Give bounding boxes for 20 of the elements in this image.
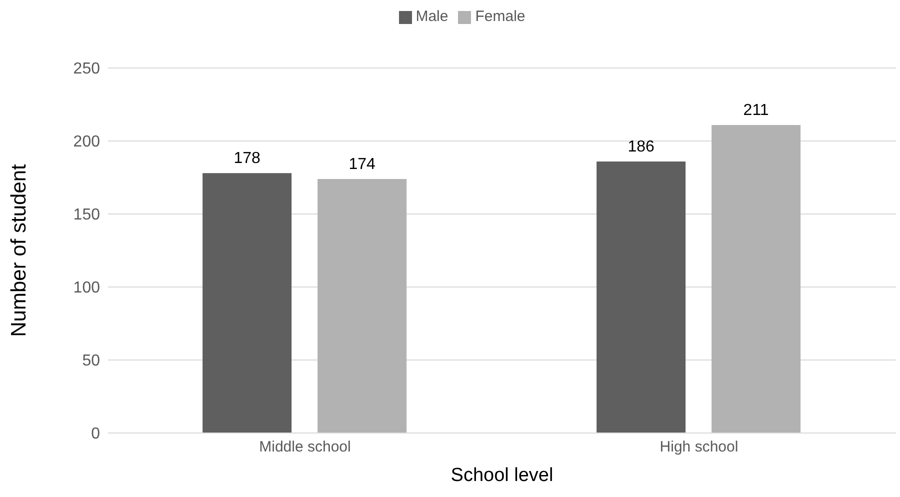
x-tick-label: High school [660, 438, 738, 456]
y-axis-title: Number of student [7, 164, 30, 337]
bar [596, 161, 686, 433]
legend-label: Male [416, 8, 448, 25]
y-tick-label: 150 [73, 206, 100, 224]
y-tick-label: 50 [82, 352, 100, 370]
data-label: 186 [628, 138, 655, 156]
data-label: 174 [348, 156, 376, 173]
data-label: 178 [234, 150, 261, 168]
y-tick-label: 100 [73, 280, 100, 297]
y-tick-label: 250 [73, 60, 100, 78]
y-tick-label: 0 [91, 426, 100, 443]
y-tick-label: 200 [73, 134, 100, 151]
data-label: 211 [743, 102, 769, 119]
x-axis-title: School level [450, 465, 554, 486]
x-tick-label: Middle school [259, 438, 351, 456]
bar [318, 178, 407, 433]
bar [202, 173, 292, 433]
legend-label: Female [475, 8, 526, 25]
bar [712, 124, 801, 433]
